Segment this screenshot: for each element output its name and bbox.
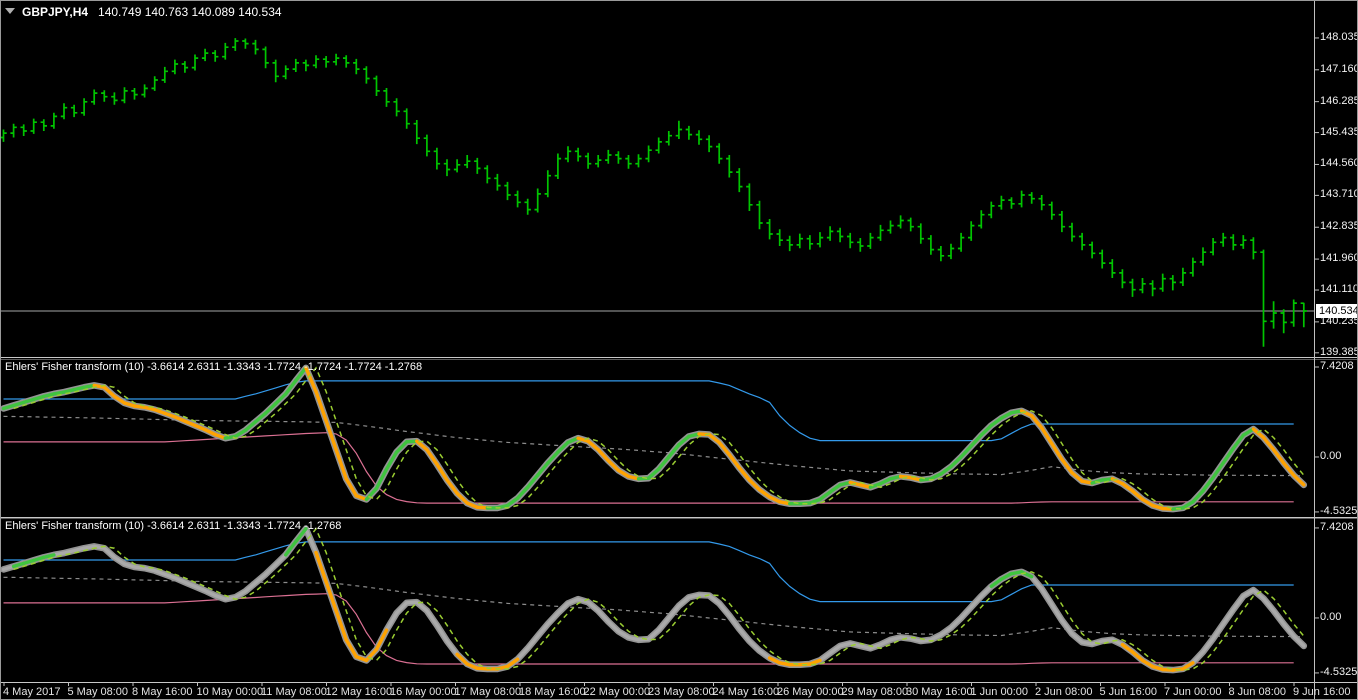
price-axis-label: 144.560	[1320, 157, 1358, 170]
time-axis-label: 4 May 2017	[3, 686, 61, 698]
symbol-dropdown-arrow-icon[interactable]	[5, 8, 15, 14]
price-axis-label: 148.035	[1320, 30, 1358, 43]
ohlc-values-label: 140.749 140.763 140.089 140.534	[98, 5, 282, 19]
time-axis-label: 5 Jun 16:00	[1099, 686, 1158, 698]
price-axis-label: 143.710	[1320, 188, 1358, 201]
time-axis-label: 23 May 08:00	[648, 686, 715, 698]
time-axis-label: 1 Jun 00:00	[970, 686, 1029, 698]
indicator-label-panel1: Ehlers' Fisher transform (10) -3.6614 2.…	[5, 361, 423, 373]
time-axis-label: 29 May 08:00	[841, 686, 909, 698]
indicator-axis-label: 0.00	[1320, 610, 1342, 623]
indicator-label-panel2: Ehlers' Fisher transform (10) -3.6614 2.…	[5, 520, 342, 532]
time-axis-label: 2 Jun 08:00	[1035, 686, 1093, 698]
time-axis-label: 30 May 16:00	[906, 686, 973, 698]
time-axis-label: 8 Jun 08:00	[1228, 686, 1287, 698]
price-axis-label: 145.435	[1320, 125, 1358, 138]
symbol-period-label: GBPJPY,H4	[22, 5, 89, 19]
time-axis-label: 24 May 16:00	[712, 686, 780, 698]
indicator-axis-label: 7.4208	[1320, 520, 1354, 533]
price-axis-label: 141.110	[1320, 283, 1358, 296]
time-axis-label: 18 May 16:00	[519, 686, 586, 698]
time-axis-label: 12 May 16:00	[325, 686, 393, 698]
time-axis-label: 17 May 08:00	[454, 686, 522, 698]
time-axis-label: 26 May 00:00	[777, 686, 844, 698]
time-axis-label: 9 Jun 16:00	[1293, 686, 1351, 698]
time-axis-label: 10 May 00:00	[196, 686, 264, 698]
time-axis-label: 8 May 16:00	[132, 686, 193, 698]
indicator-axis-label: -4.5325	[1320, 504, 1358, 517]
time-axis-label: 5 May 08:00	[67, 686, 129, 698]
time-axis-label: 7 Jun 00:00	[1164, 686, 1222, 698]
price-axis-label: 146.285	[1320, 94, 1358, 107]
price-axis-label: 141.960	[1320, 252, 1358, 265]
time-axis-label: 11 May 08:00	[261, 686, 327, 698]
indicator-axis-label: -4.5325	[1320, 665, 1358, 678]
price-axis-label: 147.160	[1320, 62, 1358, 75]
price-axis-label: 139.385	[1320, 345, 1358, 358]
price-axis-label: 142.835	[1320, 220, 1358, 233]
indicator-axis-label: 0.00	[1320, 449, 1342, 462]
indicator-axis-label: 7.4208	[1320, 359, 1354, 372]
chart-title: GBPJPY,H4 140.749 140.763 140.089 140.534	[5, 5, 282, 19]
time-axis-label: 16 May 00:00	[390, 686, 457, 698]
time-axis-label: 22 May 00:00	[583, 686, 651, 698]
current-price-label: 140.534	[1316, 303, 1357, 318]
